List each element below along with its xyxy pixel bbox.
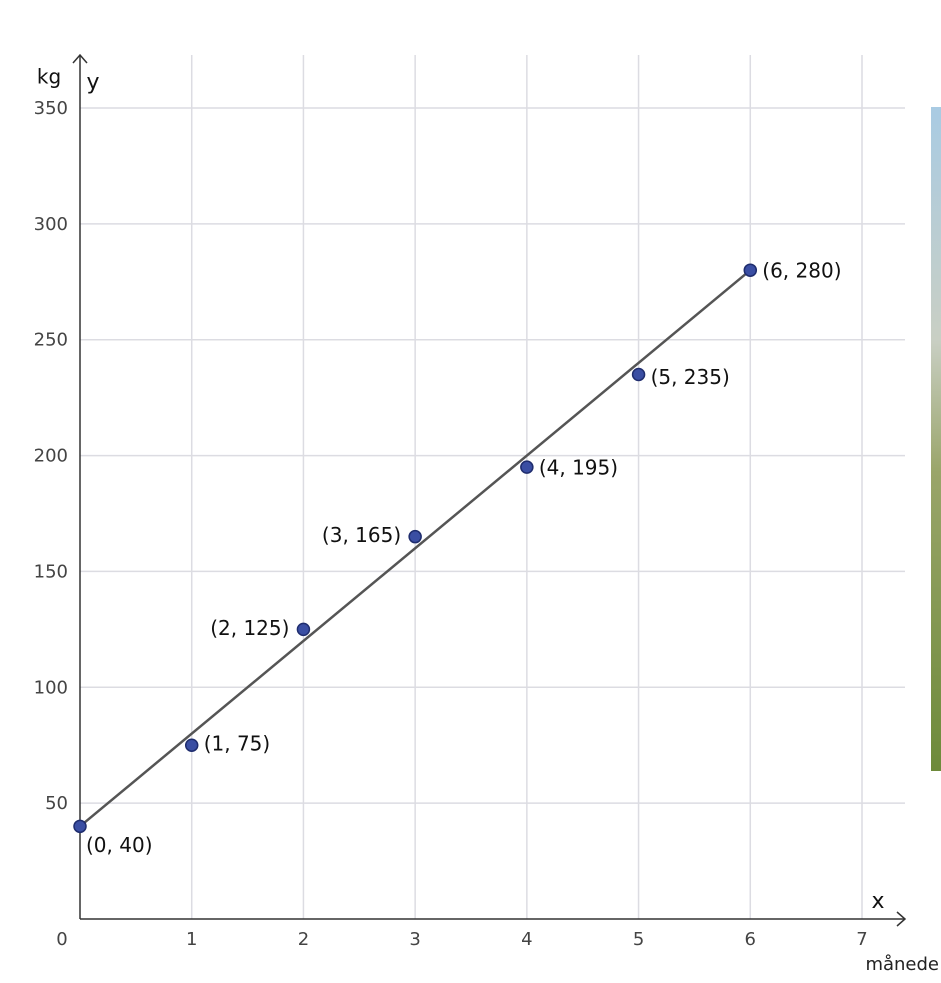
y-tick-label: 350 <box>34 98 68 119</box>
point-label: (5, 235) <box>651 365 730 389</box>
y-label: y <box>86 70 99 95</box>
data-point <box>631 367 646 382</box>
y-tick-label: 50 <box>45 793 68 814</box>
point-label: (4, 195) <box>539 456 618 480</box>
y-tick-label: 100 <box>34 677 68 698</box>
x-tick-label: 6 <box>745 929 756 950</box>
point-label: (1, 75) <box>204 732 271 756</box>
point-label: (2, 125) <box>210 616 289 640</box>
data-point <box>743 263 758 277</box>
y-unit: kg <box>37 65 61 89</box>
y-arrow <box>72 53 88 64</box>
fit-line <box>79 269 752 828</box>
data-point <box>184 738 199 752</box>
photo-strip <box>931 107 941 771</box>
y-tick-label: 300 <box>34 214 68 235</box>
point-label: (0, 40) <box>86 833 153 857</box>
data-point <box>408 529 422 544</box>
x-tick-label: 0 <box>56 929 67 950</box>
point-label: (6, 280) <box>762 259 841 283</box>
x-tick-label: 5 <box>633 929 644 950</box>
x-unit: månede <box>865 954 939 975</box>
x-tick-label: 2 <box>298 929 309 950</box>
y-tick-label: 200 <box>34 446 68 467</box>
x-tick-label: 4 <box>521 929 532 950</box>
data-point <box>73 819 87 834</box>
data-point <box>296 622 311 637</box>
y-tick-label: 250 <box>34 330 68 351</box>
x-tick-label: 1 <box>186 929 197 950</box>
x-label: x <box>871 889 884 914</box>
y-tick-label: 150 <box>34 561 68 582</box>
x-tick-label: 7 <box>856 929 867 950</box>
x-arrow <box>896 911 907 927</box>
data-point <box>520 460 534 474</box>
x-tick-label: 3 <box>409 929 420 950</box>
point-label: (3, 165) <box>322 523 401 547</box>
